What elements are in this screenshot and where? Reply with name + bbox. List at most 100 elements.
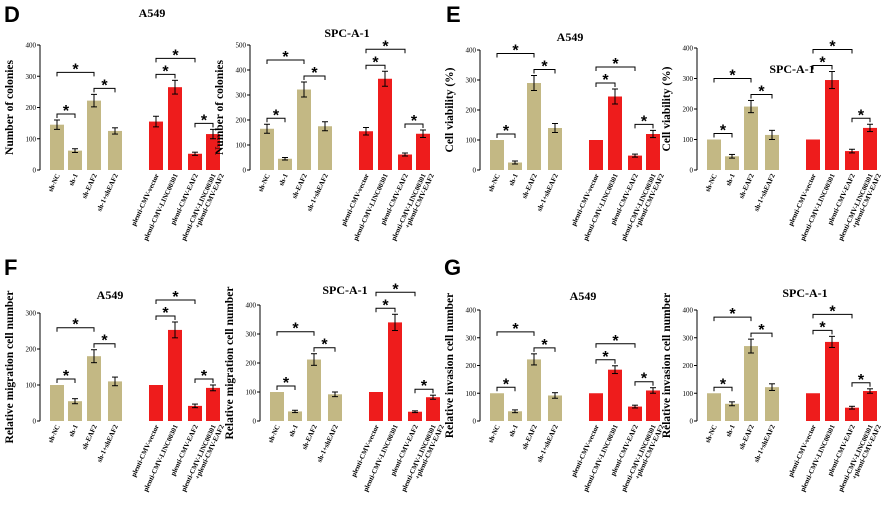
chart-title: A549 — [570, 289, 597, 303]
y-tick-label: 200 — [466, 362, 477, 370]
panel-letter-d: D — [4, 2, 20, 27]
significance-star: * — [819, 54, 826, 71]
significance-star: * — [729, 67, 736, 84]
significance-bracket — [194, 122, 214, 128]
y-tick-label: 300 — [466, 334, 477, 342]
significance-bracket — [266, 117, 286, 123]
significance-bracket — [812, 48, 853, 54]
y-axis-label: Relative invasion cell number — [444, 293, 456, 438]
category-label: plenti-CMV-LINC00301 — [837, 172, 875, 242]
bar — [149, 385, 163, 421]
panel-letter-f: F — [4, 255, 17, 280]
y-tick-label: 100 — [26, 135, 37, 143]
significance-bracket — [155, 315, 176, 320]
category-label: sh-NC — [47, 423, 62, 444]
significance-bracket — [414, 388, 434, 394]
y-tick-label: 400 — [683, 307, 694, 315]
category-label: plenti-CMV-LINC00301 — [180, 172, 218, 242]
y-tick-label: 200 — [246, 360, 257, 368]
category-label: sh-1 — [287, 423, 300, 438]
bar — [806, 393, 820, 421]
category-label: sh-EAF2 — [520, 423, 539, 451]
significance-bracket — [365, 64, 386, 70]
significance-bracket — [812, 64, 833, 70]
y-tick-label: 0 — [243, 167, 247, 175]
bar — [725, 156, 739, 170]
category-label: sh-NC — [487, 172, 502, 193]
chart-title: A549 — [97, 288, 124, 302]
y-tick-label: 100 — [26, 382, 37, 390]
y-tick-label: 200 — [26, 346, 37, 354]
chart-title: SPC-A-1 — [769, 62, 814, 76]
category-label: plenti-CMV-LINC00301 — [142, 423, 180, 493]
significance-bracket — [303, 75, 326, 80]
significance-star: * — [63, 103, 70, 120]
chart-g-spc-a-1: SPC-A-1 Relative invasion cell number 0 100… — [661, 286, 883, 493]
significance-bracket — [93, 87, 116, 93]
y-tick-label: 300 — [26, 73, 37, 81]
category-label: plenti-CMV-LINC00301 — [837, 423, 875, 493]
significance-star: * — [641, 371, 648, 388]
bar — [278, 158, 292, 170]
significance-bracket — [851, 382, 871, 387]
y-tick-label: 100 — [683, 390, 694, 398]
significance-star: * — [201, 368, 208, 385]
significance-bracket — [634, 123, 654, 129]
bar — [707, 393, 721, 421]
bar — [490, 393, 504, 421]
category-label: sh-1+shEAF2 — [95, 423, 120, 464]
significance-star: * — [612, 333, 619, 350]
significance-star: * — [382, 297, 389, 314]
significance-star: * — [720, 376, 727, 393]
category-label: sh-1 — [724, 172, 737, 187]
chart-title: A549 — [139, 6, 166, 20]
category-label: sh-NC — [267, 423, 282, 444]
bar — [206, 387, 220, 421]
significance-star: * — [321, 337, 328, 354]
significance-star: * — [729, 306, 736, 323]
y-tick-label: 100 — [236, 142, 247, 150]
category-label: plenti-CMV-LINC00301 — [582, 423, 620, 493]
bar — [168, 329, 182, 421]
y-tick-label: 0 — [33, 167, 37, 175]
significance-bracket — [404, 123, 424, 128]
bar — [188, 153, 202, 170]
significance-bracket — [496, 53, 535, 58]
bar — [260, 128, 274, 170]
bar — [508, 162, 522, 170]
bar — [863, 127, 877, 170]
bar — [50, 124, 64, 170]
bar — [628, 406, 642, 421]
category-label: plenti-CMV-LINC00301 — [620, 423, 658, 493]
category-label: sh-1 — [277, 172, 290, 187]
bar — [744, 346, 758, 421]
significance-bracket — [155, 57, 196, 63]
bar — [369, 392, 383, 421]
chart-g-a549: A549 Relative invasion cell number 0 100 200… — [444, 289, 666, 493]
significance-star: * — [641, 113, 648, 130]
significance-bracket — [713, 133, 733, 138]
significance-star: * — [382, 38, 389, 55]
category-label: sh-1+shEAF2 — [535, 172, 560, 213]
significance-bracket — [276, 385, 296, 390]
significance-bracket — [194, 378, 214, 383]
y-tick-label: 300 — [26, 310, 37, 318]
category-label: sh-1 — [507, 172, 520, 187]
significance-star: * — [273, 107, 280, 124]
panel-letter-g: G — [444, 255, 461, 280]
y-axis-label: Relative migration cell number — [4, 291, 16, 444]
y-tick-label: 300 — [683, 334, 694, 342]
significance-bracket — [313, 347, 336, 352]
significance-star: * — [162, 63, 169, 80]
category-label: sh-NC — [47, 172, 62, 193]
bar — [548, 128, 562, 170]
category-label: plenti-CMV-LINC00301 — [352, 172, 390, 242]
category-label: sh-EAF2 — [80, 423, 99, 451]
bar — [765, 134, 779, 170]
category-label: plenti-CMV-LINC00301 — [400, 423, 438, 493]
significance-star: * — [421, 378, 428, 395]
